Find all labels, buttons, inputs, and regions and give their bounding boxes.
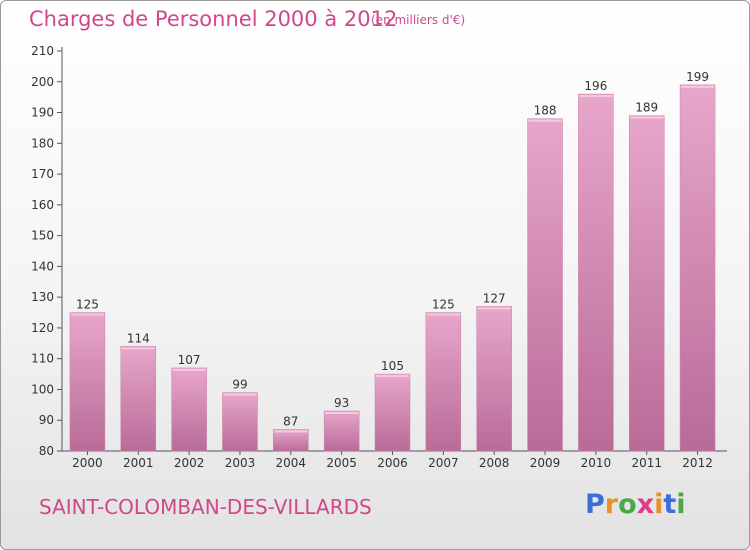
bar-2005 <box>323 410 360 452</box>
bar-2007 <box>425 312 462 452</box>
x-tick-label-2004: 2004 <box>276 456 307 470</box>
x-tick-label-2002: 2002 <box>174 456 205 470</box>
commune-name: SAINT-COLOMBAN-DES-VILLARDS <box>39 495 372 519</box>
y-tick-label: 160 <box>31 198 54 212</box>
proxiti-logo: Proxiti <box>585 489 686 520</box>
value-label-2009: 188 <box>534 104 557 118</box>
bar-2002 <box>171 367 207 452</box>
logo-letter: P <box>585 489 605 520</box>
y-tick-label: 130 <box>31 290 54 304</box>
y-tick-label: 140 <box>31 259 54 273</box>
x-tick-label-2007: 2007 <box>428 456 459 470</box>
y-tick-label: 90 <box>39 413 54 427</box>
value-label-2008: 127 <box>483 291 506 305</box>
logo-letter: r <box>604 489 619 520</box>
value-label-2010: 196 <box>584 79 607 93</box>
y-tick-label: 210 <box>31 44 54 58</box>
y-tick-label: 200 <box>31 75 54 89</box>
bar-2003 <box>222 392 258 452</box>
y-tick-label: 150 <box>31 229 54 243</box>
bar-highlight <box>70 313 104 316</box>
bar-2000 <box>69 312 106 452</box>
chart-title: Charges de Personnel 2000 à 2012 <box>29 7 398 31</box>
bar-2010 <box>578 93 614 452</box>
y-tick-label: 170 <box>31 167 54 181</box>
x-tick-label-2009: 2009 <box>530 456 561 470</box>
y-tick-label: 120 <box>31 321 54 335</box>
bar-highlight <box>274 430 308 433</box>
bar-highlight <box>579 95 613 98</box>
x-tick-label-2012: 2012 <box>682 456 713 470</box>
bar-highlight <box>223 393 257 396</box>
value-label-2011: 189 <box>635 101 658 115</box>
bar-highlight <box>477 307 511 310</box>
bar-highlight <box>121 347 155 350</box>
logo-letter: x <box>636 489 655 520</box>
bar-2001 <box>120 346 157 452</box>
y-tick-label: 80 <box>39 444 54 458</box>
bar-2006 <box>374 373 411 452</box>
x-tick-label-2006: 2006 <box>377 456 408 470</box>
x-axis: 2000 2001 2002 2003 2004 2005 2006 2007 2008 2009… <box>62 450 727 470</box>
value-label-2004: 87 <box>283 414 298 428</box>
y-axis: 80 90 100 110 120 130 140 150 160 170 180 190 200 210 <box>31 44 63 458</box>
x-tick-label-2010: 2010 <box>581 456 612 470</box>
logo-letter: o <box>618 489 637 520</box>
x-tick-label-2003: 2003 <box>225 456 256 470</box>
value-label-2000: 125 <box>76 298 99 312</box>
bar-highlight <box>325 412 359 414</box>
x-tick-label-2005: 2005 <box>326 456 357 470</box>
bar-2009 <box>527 118 563 452</box>
bar-highlight <box>172 368 206 371</box>
bar-highlight <box>681 85 715 88</box>
logo-letter: i <box>676 489 686 520</box>
x-tick-label-2000: 2000 <box>72 456 103 470</box>
logo-letter: t <box>663 489 677 520</box>
x-tick-label-2008: 2008 <box>479 456 510 470</box>
bar-highlight <box>426 313 460 316</box>
bar-highlight <box>376 375 409 378</box>
bars-group: 125 114 107 99 87 93 105 125 127 188 196 189 199 <box>69 70 716 452</box>
logo-letter: i <box>654 489 664 520</box>
bar-2012 <box>679 84 716 452</box>
y-tick-label: 110 <box>31 352 54 366</box>
value-label-2005: 93 <box>334 396 349 410</box>
value-label-2007: 125 <box>432 298 455 312</box>
value-label-2003: 99 <box>232 378 247 392</box>
value-label-2012: 199 <box>686 70 709 84</box>
bar-2008 <box>476 306 512 452</box>
bar-highlight <box>630 116 664 119</box>
bar-2011 <box>628 115 665 452</box>
y-tick-label: 190 <box>31 106 54 120</box>
x-tick-label-2011: 2011 <box>631 456 662 470</box>
value-label-2002: 107 <box>178 353 201 367</box>
value-label-2001: 114 <box>127 331 150 345</box>
y-tick-label: 100 <box>31 382 54 396</box>
value-label-2006: 105 <box>381 359 404 373</box>
y-tick-label: 180 <box>31 136 54 150</box>
x-tick-label-2001: 2001 <box>123 456 154 470</box>
bar-highlight <box>528 119 562 122</box>
bar-2004 <box>273 429 309 452</box>
chart-subtitle: (en milliers d'€) <box>371 13 466 27</box>
